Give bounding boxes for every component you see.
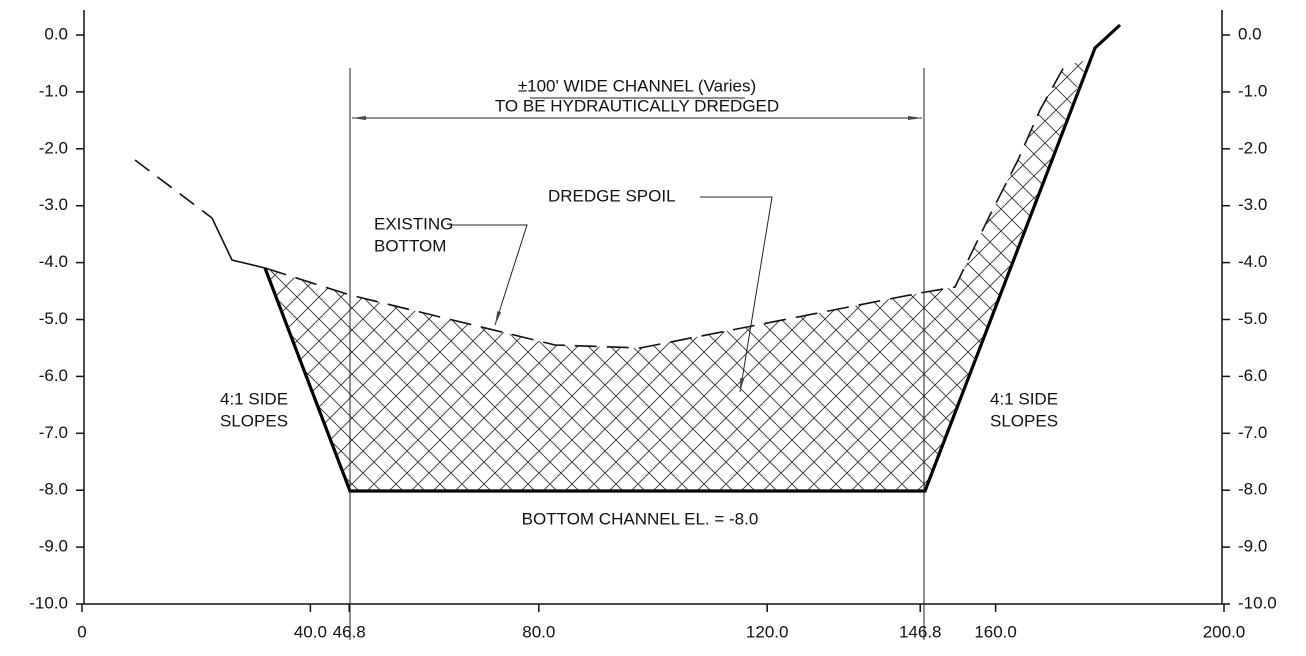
x-tick-label: 146.8 [899, 622, 942, 641]
y-tick-label: 0.0 [1238, 24, 1262, 43]
annotation: 4:1 SIDE [990, 389, 1058, 408]
x-tick-label: 40.0 [294, 622, 327, 641]
y-tick-label: -2.0 [1238, 138, 1267, 157]
y-tick-label: -2.0 [39, 138, 68, 157]
annotation: ±100' WIDE CHANNEL (Varies) [518, 76, 756, 95]
leader [700, 196, 773, 393]
annotation: SLOPES [220, 411, 288, 430]
annotation: TO BE HYDRAUTICALLY DREDGED [495, 96, 779, 115]
y-tick-label: -7.0 [1238, 423, 1267, 442]
annotation: DREDGE SPOIL [548, 186, 676, 205]
annotation: BOTTOM [374, 236, 446, 255]
y-tick-label: -1.0 [1238, 81, 1267, 100]
x-tick-label: 0 [77, 622, 86, 641]
existing-bottom [211, 217, 266, 269]
y-tick-label: -9.0 [1238, 537, 1267, 556]
annotation: BOTTOM CHANNEL EL. = -8.0 [522, 509, 759, 528]
annotation: 4:1 SIDE [220, 389, 288, 408]
y-tick-label: -3.0 [39, 195, 68, 214]
y-tick-label: -5.0 [39, 309, 68, 328]
leader [450, 224, 528, 326]
y-tick-label: 0.0 [44, 24, 68, 43]
y-tick-label: -4.0 [1238, 252, 1267, 271]
x-tick-label: 120.0 [746, 622, 789, 641]
existing-bottom [264, 64, 1066, 349]
annotation: EXISTING [374, 214, 453, 233]
y-tick-label: -3.0 [1238, 195, 1267, 214]
y-tick-label: -6.0 [1238, 366, 1267, 385]
y-tick-label: -10.0 [29, 593, 68, 612]
y-tick-label: -7.0 [39, 423, 68, 442]
x-tick-label: 46.8 [333, 622, 366, 641]
existing-bottom [134, 159, 213, 219]
y-tick-label: -8.0 [1238, 480, 1267, 499]
y-tick-label: -4.0 [39, 252, 68, 271]
x-tick-label: 200.0 [1203, 622, 1246, 641]
y-tick-label: -8.0 [39, 480, 68, 499]
dredge-spoil-area [265, 60, 1088, 491]
x-tick-label: 160.0 [974, 622, 1017, 641]
annotation: SLOPES [990, 411, 1058, 430]
x-tick-label: 80.0 [522, 622, 555, 641]
y-tick-label: -6.0 [39, 366, 68, 385]
y-tick-label: -9.0 [39, 537, 68, 556]
y-tick-label: -5.0 [1238, 309, 1267, 328]
y-tick-label: -10.0 [1238, 593, 1277, 612]
channel-profile [263, 23, 1122, 493]
y-tick-label: -1.0 [39, 81, 68, 100]
